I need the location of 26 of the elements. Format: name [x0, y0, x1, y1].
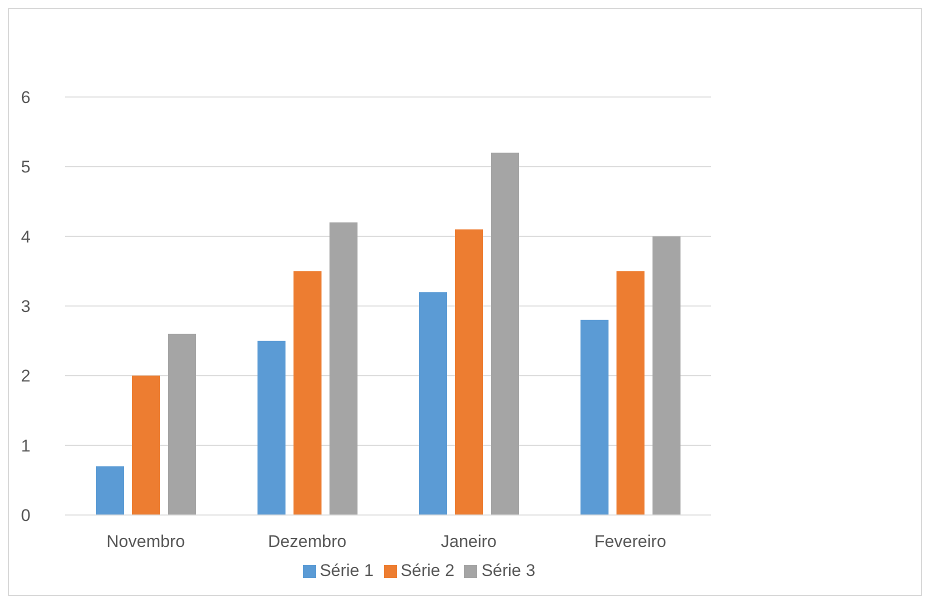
bar: [132, 376, 160, 515]
legend-label: Série 3: [481, 561, 536, 580]
bar: [330, 222, 358, 515]
bar: [96, 466, 124, 515]
bar: [580, 320, 608, 515]
x-tick-label: Janeiro: [440, 532, 497, 552]
x-tick-label: Fevereiro: [594, 532, 666, 552]
y-tick-label: 4: [21, 227, 30, 246]
bar: [168, 334, 196, 515]
legend-label: Série 2: [400, 561, 454, 580]
bar: [294, 271, 322, 515]
bar: [455, 229, 483, 515]
y-tick-label: 6: [21, 88, 30, 108]
y-tick-label: 1: [21, 436, 30, 456]
legend-label: Série 1: [320, 561, 374, 580]
y-tick-label: 3: [21, 297, 30, 316]
bar: [652, 236, 680, 515]
x-tick-label: Dezembro: [268, 532, 346, 552]
bar: [491, 152, 519, 515]
bar: [616, 271, 644, 515]
y-tick-label: 0: [21, 506, 30, 526]
bar: [258, 340, 286, 515]
x-tick-label: Novembro: [106, 532, 185, 552]
y-tick-label: 2: [21, 366, 30, 386]
y-tick-label: 5: [21, 158, 30, 177]
bar: [419, 292, 447, 515]
